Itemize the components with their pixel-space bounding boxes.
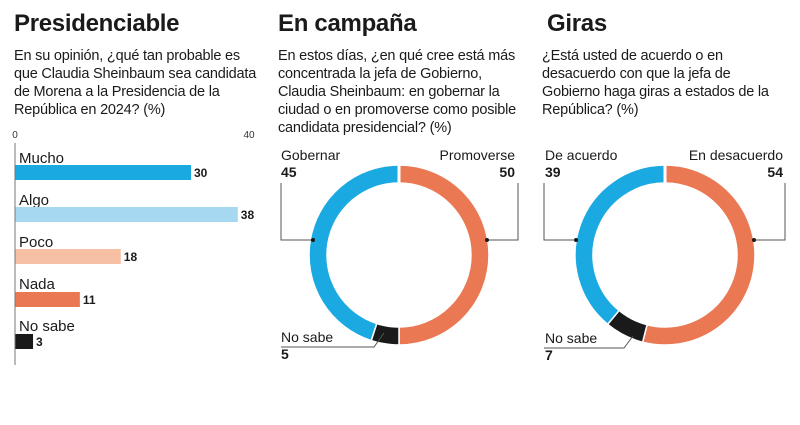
value-promoverse: 50 [499, 164, 515, 180]
panel-question: En estos días, ¿en qué cree está más con… [278, 48, 517, 136]
panel-title: Giras [547, 10, 607, 37]
value-de-acuerdo: 39 [545, 164, 561, 180]
donut-slice-en-desacuerdo [641, 164, 756, 346]
bar-mucho [15, 165, 191, 180]
bar-algo [15, 207, 238, 222]
leader-line-promoverse [487, 183, 519, 241]
leader-line-no-sabe [281, 332, 385, 348]
value-label-poco: 18 [124, 250, 138, 264]
bar-nada [15, 292, 80, 307]
category-label-mucho: Mucho [19, 150, 64, 167]
leader-dot-de-acuerdo [574, 238, 578, 242]
donut-slice-promoverse [398, 164, 490, 346]
leader-dot-en-desacuerdo [752, 238, 756, 242]
panel-question: En su opinión, ¿qué tan probable es que … [14, 48, 257, 118]
panel-title: En campaña [278, 10, 417, 37]
value-label-nada: 11 [83, 293, 96, 307]
leader-line-en-desacuerdo [754, 183, 786, 241]
panel-question: ¿Está usted de acuerdo o en desacuerdo c… [542, 48, 769, 118]
bar-no-sabe [15, 334, 34, 349]
label-promoverse: Promoverse [440, 147, 516, 163]
label-no-sabe: No sabe [281, 329, 333, 345]
bar-poco [15, 249, 121, 264]
donut-slice-de-acuerdo [574, 164, 666, 326]
value-no-sabe: 7 [545, 347, 553, 363]
label-gobernar: Gobernar [281, 147, 340, 163]
label-no-sabe: No sabe [545, 330, 597, 346]
label-de-acuerdo: De acuerdo [545, 147, 618, 163]
category-label-algo: Algo [19, 192, 49, 209]
value-label-no-sabe: 3 [36, 335, 43, 349]
x-tick-label: 0 [12, 130, 18, 141]
donut-slice-gobernar [308, 164, 400, 342]
category-label-poco: Poco [19, 234, 53, 251]
label-en-desacuerdo: En desacuerdo [689, 147, 783, 163]
leader-line-no-sabe [544, 335, 634, 349]
value-label-algo: 38 [241, 208, 255, 222]
value-en-desacuerdo: 54 [767, 164, 783, 180]
category-label-no-sabe: No sabe [19, 318, 75, 335]
value-gobernar: 45 [281, 164, 297, 180]
panel-title: Presidenciable [14, 10, 180, 37]
leader-dot-promoverse [485, 238, 489, 242]
leader-line-gobernar [280, 183, 313, 241]
value-label-mucho: 30 [194, 166, 208, 180]
category-label-nada: Nada [19, 276, 56, 293]
leader-line-de-acuerdo [543, 183, 576, 241]
value-no-sabe: 5 [281, 346, 289, 362]
leader-dot-gobernar [311, 238, 315, 242]
x-tick-label: 40 [243, 130, 255, 141]
